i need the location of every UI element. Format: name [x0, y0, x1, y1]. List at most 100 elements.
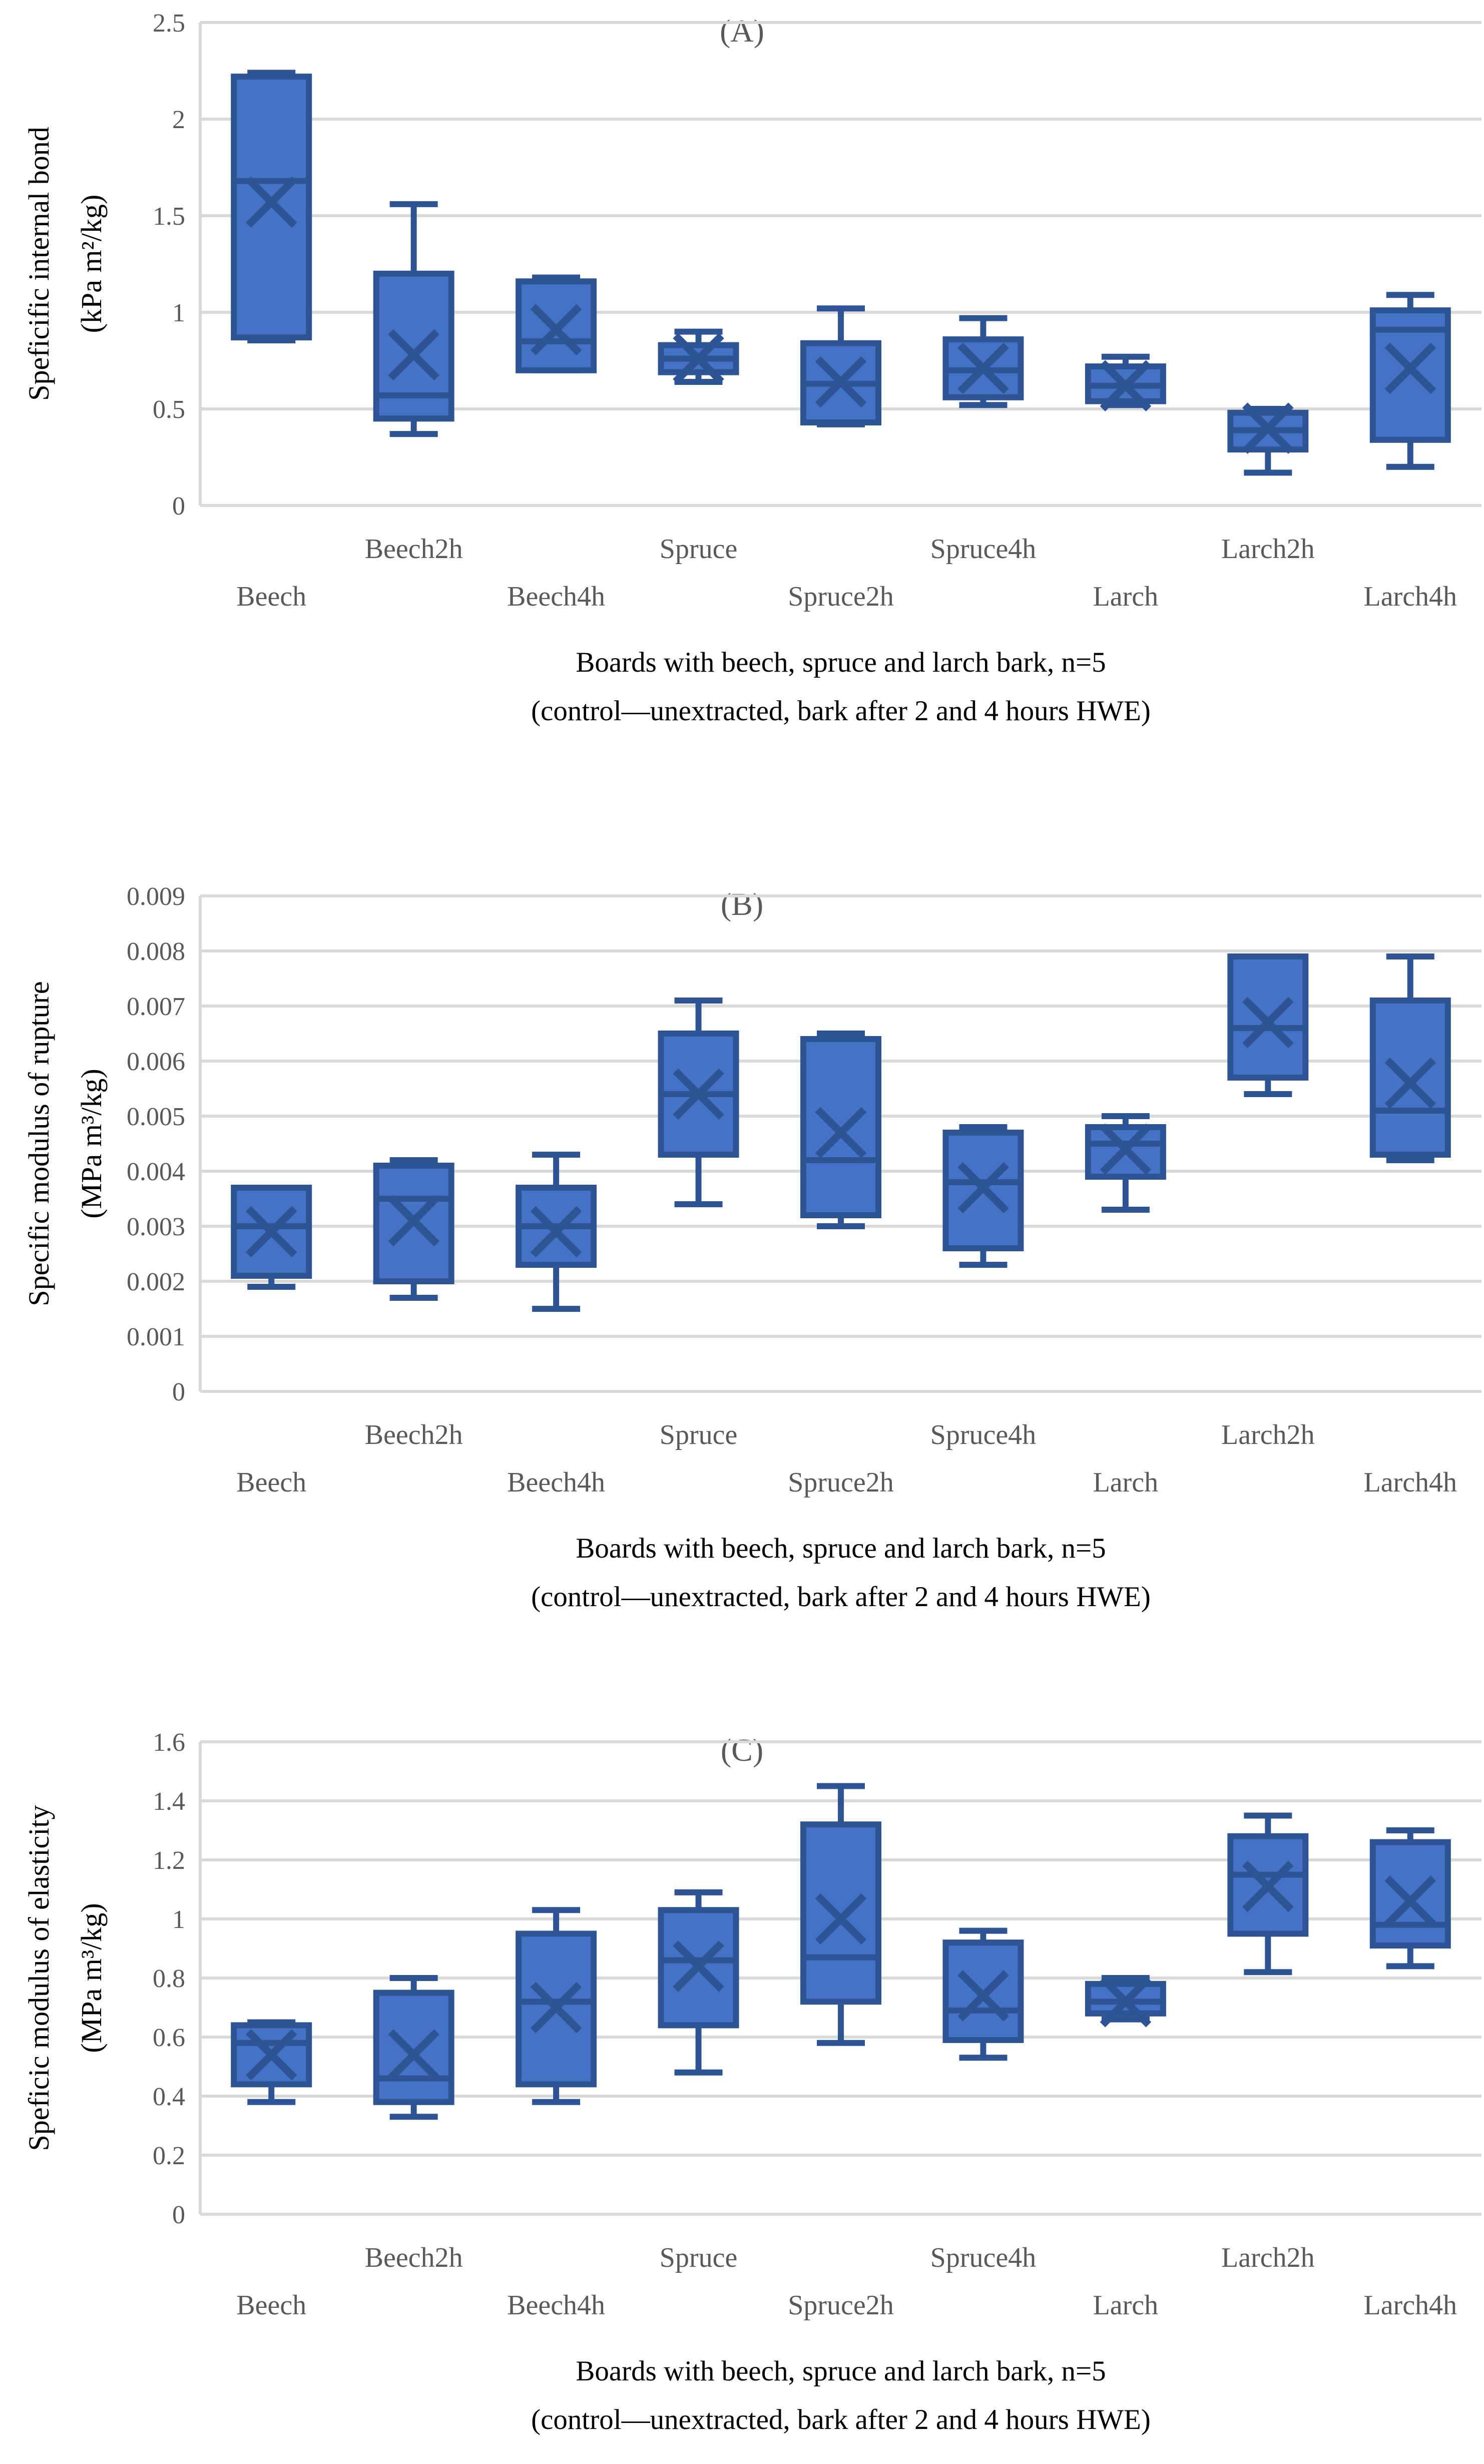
panel-c-letter: (C): [720, 1732, 764, 1768]
category-label-beech: Beech: [236, 581, 306, 612]
mean-x-marker: [1100, 360, 1152, 411]
mean-x-marker: [245, 176, 297, 228]
panel-c-caption-line1: Boards with beech, spruce and larch bark…: [576, 2355, 1106, 2387]
category-label-larch4h: Larch4h: [1363, 2290, 1457, 2321]
category-label-larch2h: Larch2h: [1221, 1419, 1315, 1450]
y-tick-label: 0.5: [153, 395, 185, 424]
panel-c-x-axis-caption: Boards with beech, spruce and larch bark…: [200, 2347, 1481, 2444]
boxplot-spruce: [658, 328, 739, 385]
boxplot-larch2h: [1227, 1812, 1309, 1976]
category-label-spruce2h: Spruce2h: [788, 2290, 894, 2321]
boxplot-spruce: [658, 1889, 739, 2076]
mean-x-marker: [1242, 997, 1294, 1049]
boxplot-beech2h: [373, 1157, 454, 1301]
mean-x-marker: [815, 356, 867, 408]
y-tick-label: 0: [172, 492, 185, 521]
boxplot-spruce2h: [800, 1783, 881, 2046]
category-label-spruce4h: Spruce4h: [930, 534, 1037, 565]
boxplot-beech: [231, 2019, 312, 2105]
category-label-spruce4h: Spruce4h: [930, 2242, 1037, 2273]
boxplot-spruce2h: [800, 305, 881, 427]
iqr-box: [516, 1930, 597, 2088]
boxplot-larch2h: [1227, 402, 1309, 476]
category-label-beech2h: Beech2h: [365, 534, 463, 565]
category-label-larch: Larch: [1093, 581, 1159, 612]
mean-x-marker: [1384, 342, 1436, 394]
y-tick-label: 0: [172, 1378, 185, 1406]
iqr-box: [658, 1907, 739, 2029]
mean-x-marker: [673, 1068, 724, 1120]
boxplot-beech4h: [516, 1907, 597, 2105]
mean-x-marker: [388, 329, 439, 381]
mean-x-marker: [245, 1206, 297, 1258]
y-tick-label: 0.007: [127, 993, 185, 1021]
boxplot-larch2h: [1227, 953, 1309, 1097]
boxplot-beech4h: [516, 1152, 597, 1312]
y-tick-label: 1: [172, 299, 185, 327]
boxplot-larch4h: [1369, 292, 1451, 470]
y-tick-label: 0.008: [127, 937, 185, 966]
mean-x-marker: [1100, 1976, 1152, 2028]
panel-a-x-axis-caption: Boards with beech, spruce and larch bark…: [200, 638, 1481, 735]
iqr-box: [373, 1990, 454, 2105]
category-label-spruce2h: Spruce2h: [788, 581, 894, 612]
y-tick-label: 2.5: [153, 9, 185, 38]
category-label-larch4h: Larch4h: [1363, 581, 1457, 612]
panel-b-x-axis-caption: Boards with beech, spruce and larch bark…: [200, 1524, 1481, 1621]
panel-c-caption-line2: (control—unextracted, bark after 2 and 4…: [531, 2404, 1151, 2435]
category-label-beech2h: Beech2h: [365, 2242, 463, 2273]
y-tick-label: 0.6: [153, 2024, 185, 2052]
boxplot-spruce2h: [800, 1031, 881, 1229]
y-tick-label: 0.002: [127, 1268, 185, 1296]
mean-x-marker: [1384, 1875, 1436, 1927]
y-tick-label: 0.003: [127, 1213, 185, 1241]
boxplot-spruce4h: [942, 1124, 1024, 1268]
y-tick-label: 2: [172, 106, 185, 134]
panel-a-chart: (A) Speficific internal bond (kPa m²/kg) …: [0, 0, 1484, 821]
boxplot-larch4h: [1369, 1827, 1451, 1969]
boxplot-spruce: [658, 998, 739, 1207]
category-label-spruce2h: Spruce2h: [788, 1467, 894, 1498]
boxplot-larch: [1085, 1113, 1166, 1213]
boxplot-beech: [231, 1185, 312, 1290]
y-tick-label: 1.2: [153, 1846, 185, 1875]
iqr-box: [1227, 953, 1309, 1081]
panel-b-letter: (B): [720, 886, 764, 922]
iqr-box: [800, 1821, 881, 2005]
iqr-box: [1369, 1839, 1451, 1949]
boxplot-beech: [231, 70, 312, 343]
panel-b-plot-area: 0 0.001 0.002 0.003 0.004 0.005 0.006 0.007 0.00…: [127, 882, 1481, 1498]
mean-x-marker: [530, 1982, 582, 2034]
y-tick-label: 0.4: [153, 2083, 185, 2111]
y-tick-label: 0.2: [153, 2142, 185, 2170]
mean-x-marker: [530, 304, 582, 356]
y-tick-label: 1.5: [153, 202, 185, 231]
boxplot-beech2h: [373, 1975, 454, 2120]
category-label-beech4h: Beech4h: [507, 2290, 605, 2321]
category-label-larch2h: Larch2h: [1221, 534, 1315, 565]
panel-c-plot-area: 0 0.2 0.4 0.6 0.8 1 1.2 1.4 1.6 Beech Beech2h Beech…: [153, 1728, 1481, 2321]
mean-x-marker: [1100, 1123, 1152, 1175]
iqr-box: [1369, 998, 1451, 1158]
boxplot-larch4h: [1369, 953, 1451, 1163]
panel-b-caption-line1: Boards with beech, spruce and larch bark…: [576, 1533, 1106, 1564]
mean-x-marker: [957, 1970, 1009, 2022]
mean-x-marker: [388, 1195, 439, 1247]
boxplot-larch: [1085, 353, 1166, 411]
category-label-larch4h: Larch4h: [1363, 1467, 1457, 1498]
mean-x-marker: [1384, 1057, 1436, 1109]
y-tick-label: 1: [172, 1905, 185, 1934]
mean-x-marker: [388, 2029, 439, 2081]
y-tick-label: 0.001: [127, 1323, 185, 1351]
mean-x-marker: [815, 1107, 867, 1159]
y-tick-label: 1.6: [153, 1728, 185, 1757]
y-tick-label: 0.8: [153, 1964, 185, 1993]
boxplot-beech4h: [516, 274, 597, 373]
category-label-spruce: Spruce: [660, 1419, 738, 1450]
mean-x-marker: [673, 333, 724, 384]
mean-x-marker: [1242, 402, 1294, 454]
y-tick-label: 1.4: [153, 1787, 185, 1816]
category-label-beech: Beech: [236, 2290, 306, 2321]
mean-x-marker: [673, 1940, 724, 1992]
